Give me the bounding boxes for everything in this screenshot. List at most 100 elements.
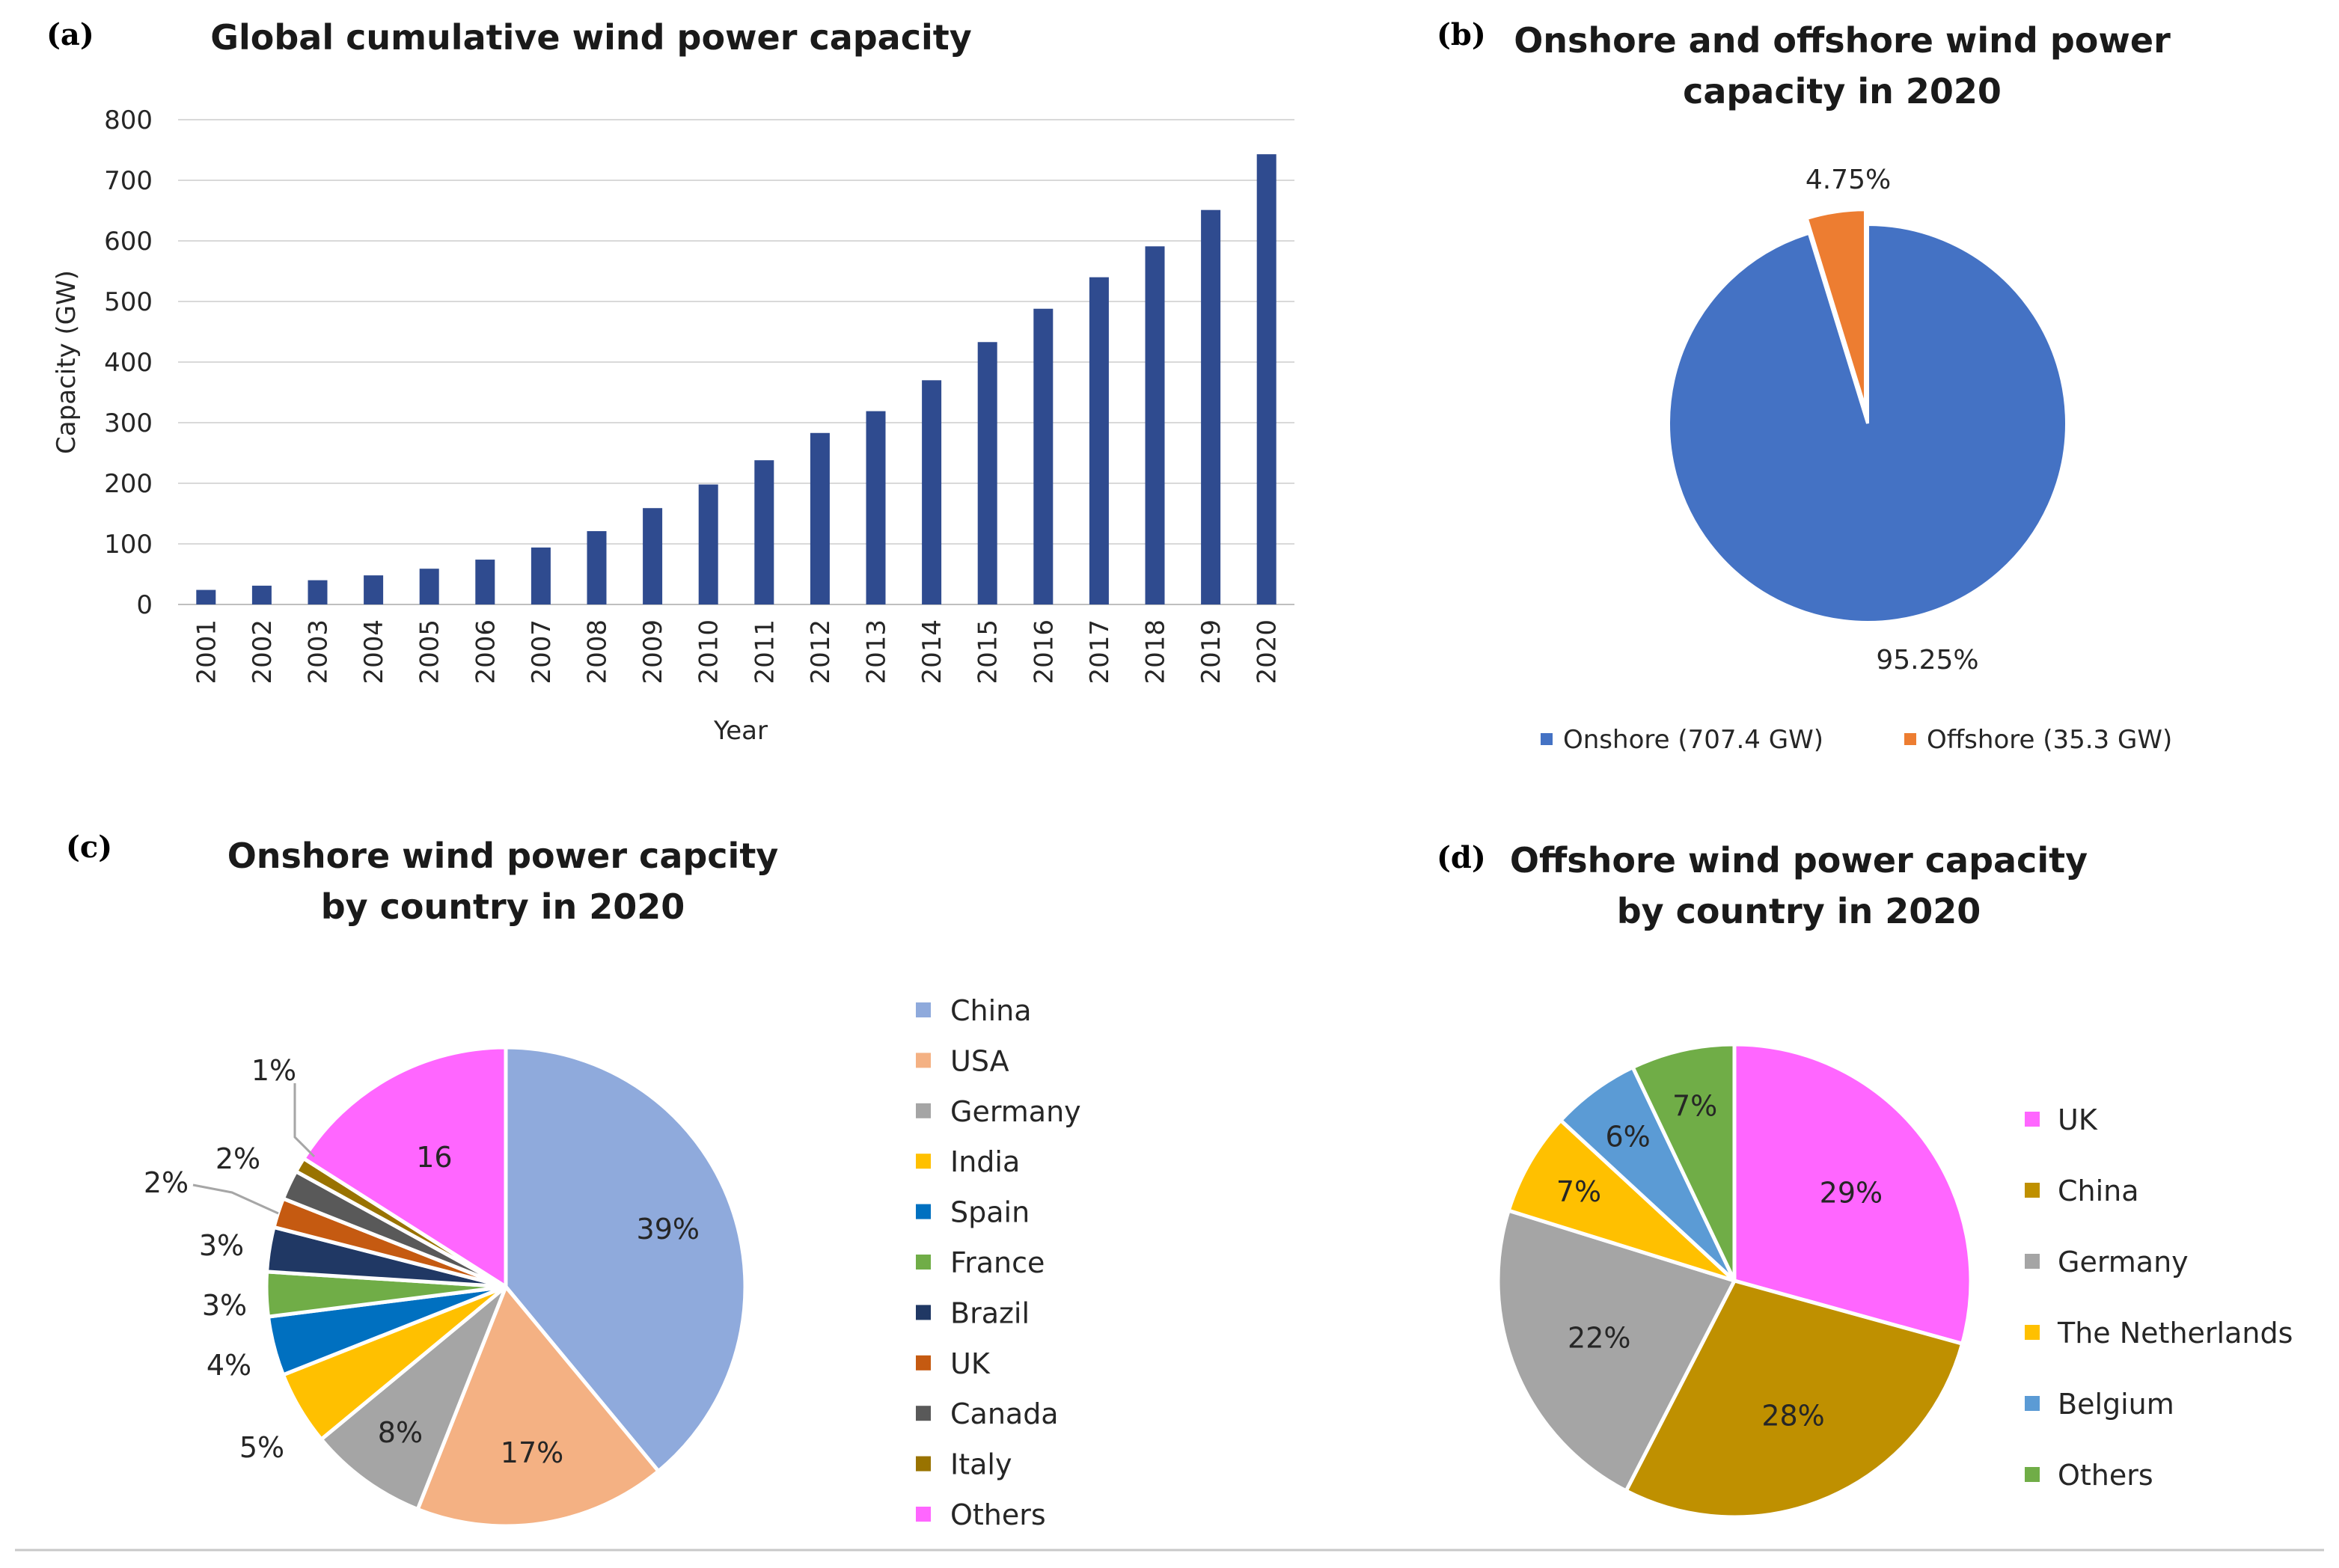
bar-2019 <box>1201 209 1221 604</box>
legend-swatch-italy <box>916 1456 931 1471</box>
y-tick-label: 200 <box>104 469 153 499</box>
leader-line-italy <box>293 1083 316 1158</box>
pie-slice-usa <box>415 1283 661 1528</box>
legend-label-france: France <box>950 1246 1045 1279</box>
legend-swatch-canada <box>916 1406 931 1421</box>
panel-c-letter: (c) <box>66 830 112 865</box>
legend-swatch-china <box>2025 1183 2040 1198</box>
data-label-brazil: 3% <box>199 1229 244 1262</box>
pie-slice-others <box>1630 1042 1737 1282</box>
y-axis-label: Capacity (GW) <box>52 270 82 454</box>
data-label-others: 16 <box>416 1141 452 1174</box>
panel-b-title-line1: Onshore and offshore wind power <box>1514 20 2171 61</box>
legend-label-uk: UK <box>2058 1103 2098 1136</box>
bar-2018 <box>1145 246 1165 604</box>
x-tick-label: 2005 <box>415 619 445 685</box>
pie-slice-the-netherlands <box>1506 1118 1736 1283</box>
bar-2011 <box>754 460 774 604</box>
y-tick-label: 500 <box>104 287 153 317</box>
legend-label-belgium: Belgium <box>2058 1388 2174 1421</box>
y-tick-label: 0 <box>136 590 153 620</box>
data-label-uk: 2% <box>144 1166 189 1199</box>
legend-swatch-onshore <box>1541 733 1553 745</box>
legend-swatch-france <box>916 1255 931 1270</box>
panel-a-title: Global cumulative wind power capacity <box>210 17 972 58</box>
panel-b-title-line2: capacity in 2020 <box>1683 71 2002 111</box>
data-label-canada: 2% <box>215 1142 260 1175</box>
legend-swatch-belgium <box>2025 1396 2040 1411</box>
bar-2012 <box>810 432 830 604</box>
legend-label-italy: Italy <box>950 1448 1012 1481</box>
pie-slice-offshore <box>1805 208 1868 409</box>
panel-c-pie-chart: (c) Onshore wind power capcity by country … <box>66 830 1081 1531</box>
data-label-china: 28% <box>1761 1399 1824 1432</box>
data-label-france: 3% <box>202 1289 247 1322</box>
bar-2009 <box>643 508 663 604</box>
bar-2015 <box>977 342 997 604</box>
legend-swatch-brazil <box>916 1305 931 1320</box>
bar-2003 <box>308 580 328 604</box>
bar-2020 <box>1256 154 1276 605</box>
legend-swatch-germany <box>2025 1254 2040 1269</box>
legend-label-usa: USA <box>950 1044 1009 1077</box>
bar-2004 <box>364 575 384 604</box>
legend-label-onshore: Onshore (707.4 GW) <box>1563 725 1823 755</box>
data-label-onshore: 95.25% <box>1876 645 1978 676</box>
bar-2010 <box>698 484 718 604</box>
data-label-others: 7% <box>1672 1090 1717 1123</box>
bar-2014 <box>922 380 942 604</box>
bar-2013 <box>866 411 886 604</box>
x-tick-label: 2010 <box>694 619 724 685</box>
legend-swatch-usa <box>916 1053 931 1068</box>
x-tick-label: 2013 <box>862 619 892 685</box>
legend-swatch-others <box>2025 1467 2040 1482</box>
legend-label-india: India <box>950 1145 1020 1178</box>
panel-b-pie-chart: (b) Onshore and offshore wind power capaci… <box>1437 17 2172 755</box>
legend-label-the-netherlands: The Netherlands <box>2057 1317 2293 1350</box>
panel-b-letter: (b) <box>1437 17 1486 52</box>
panel-d-title-line1: Offshore wind power capacity <box>1510 840 2088 881</box>
data-label-india: 5% <box>239 1431 284 1464</box>
panel-d-letter: (d) <box>1437 840 1486 875</box>
bar-2007 <box>531 547 551 604</box>
data-label-offshore: 4.75% <box>1806 165 1891 195</box>
pie-slice-china <box>504 1045 747 1474</box>
x-tick-label: 2004 <box>359 619 389 685</box>
legend-swatch-the-netherlands <box>2025 1325 2040 1340</box>
data-label-china: 39% <box>637 1213 700 1246</box>
legend-label-offshore: Offshore (35.3 GW) <box>1927 725 2172 755</box>
y-tick-label: 800 <box>104 105 153 135</box>
x-tick-label: 2017 <box>1085 619 1115 685</box>
panel-a-bar-chart: (a) Global cumulative wind power capacity… <box>46 17 1294 746</box>
legend-swatch-china <box>916 1002 931 1017</box>
legend-label-others: Others <box>2058 1459 2153 1492</box>
x-tick-label: 2018 <box>1141 619 1171 685</box>
y-tick-label: 300 <box>104 408 153 438</box>
x-tick-label: 2012 <box>806 619 836 685</box>
x-tick-label: 2002 <box>248 619 278 685</box>
data-label-the-netherlands: 7% <box>1556 1175 1601 1208</box>
legend-swatch-uk <box>916 1355 931 1371</box>
data-label-germany: 22% <box>1568 1322 1630 1355</box>
x-tick-label: 2016 <box>1029 619 1059 685</box>
x-tick-label: 2019 <box>1196 619 1226 685</box>
x-tick-label: 2003 <box>304 619 334 685</box>
legend-label-china: China <box>950 994 1032 1027</box>
pie-slice-germany <box>318 1285 508 1512</box>
legend-swatch-germany <box>916 1103 931 1118</box>
data-label-usa: 17% <box>501 1436 563 1469</box>
bar-2016 <box>1033 308 1054 604</box>
bar-2008 <box>587 530 607 604</box>
x-tick-label: 2014 <box>917 619 947 685</box>
legend-label-germany: Germany <box>2058 1246 2189 1278</box>
leader-line-uk <box>192 1183 279 1215</box>
data-label-germany: 8% <box>378 1416 423 1449</box>
pie-slice-onshore <box>1666 222 2068 624</box>
legend-label-brazil: Brazil <box>950 1296 1030 1329</box>
bar-2002 <box>251 585 272 604</box>
data-label-belgium: 6% <box>1605 1121 1650 1154</box>
panel-c-title-line1: Onshore wind power capcity <box>227 836 779 876</box>
bar-2017 <box>1089 277 1109 604</box>
x-tick-label: 2006 <box>471 619 501 685</box>
